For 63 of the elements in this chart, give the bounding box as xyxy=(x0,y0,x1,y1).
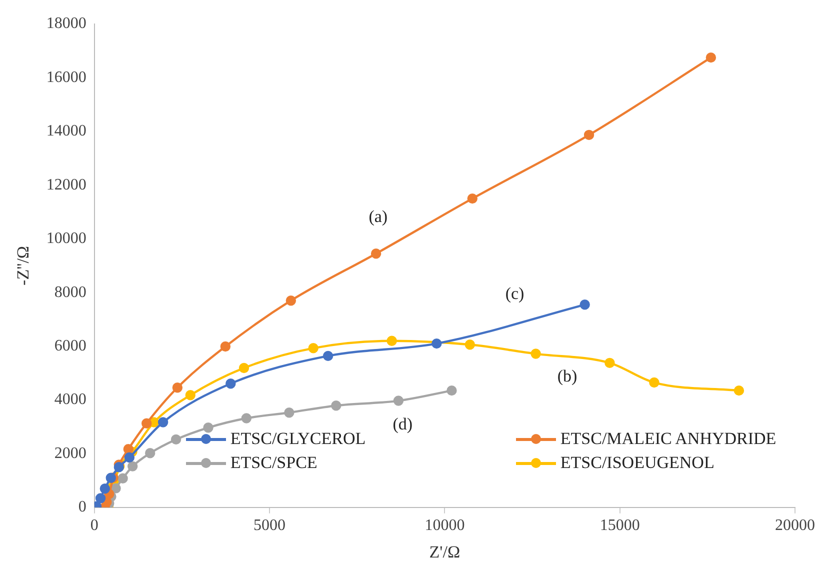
point xyxy=(464,340,476,350)
point xyxy=(331,400,342,411)
y-tick-label: 6000 xyxy=(54,337,86,354)
point xyxy=(370,248,382,259)
point xyxy=(446,385,457,396)
point xyxy=(100,484,110,494)
point xyxy=(284,408,294,418)
point xyxy=(220,341,231,352)
y-tick-label: 0 xyxy=(78,498,86,516)
point xyxy=(110,483,121,494)
legend-label: ETSC/GLYCEROL xyxy=(230,429,366,450)
point xyxy=(286,296,296,306)
x-tick-label: 5000 xyxy=(254,517,286,534)
y-tick-label: 14000 xyxy=(46,122,86,140)
point xyxy=(432,338,442,349)
point xyxy=(127,461,138,472)
point xyxy=(530,348,541,359)
point xyxy=(118,473,128,484)
y-tick-label: 12000 xyxy=(46,176,86,194)
point xyxy=(467,193,478,204)
x-tick-label: 10000 xyxy=(424,517,465,534)
annotation: (d) xyxy=(392,414,413,434)
point xyxy=(238,362,250,374)
point xyxy=(393,396,404,406)
point xyxy=(386,336,397,346)
legend-label: ETSC/SPCE xyxy=(230,453,318,474)
point xyxy=(322,350,334,362)
point xyxy=(226,378,236,389)
y-tick-label: 18000 xyxy=(46,15,86,32)
x-tick-label: 15000 xyxy=(600,517,640,534)
y-tick-label: 16000 xyxy=(46,68,86,86)
y-tick-label: 8000 xyxy=(54,284,86,301)
y-tick-label: 4000 xyxy=(54,391,86,408)
y-tick-label: 10000 xyxy=(46,230,86,248)
annotation: (a) xyxy=(368,206,388,226)
point xyxy=(145,448,156,458)
point xyxy=(584,130,594,140)
point xyxy=(170,434,182,445)
point xyxy=(203,422,214,433)
x-tick-label: 0 xyxy=(90,517,98,534)
point xyxy=(95,493,106,504)
point xyxy=(706,52,716,63)
annotation: (c) xyxy=(505,284,524,304)
y-axis-title: -Z''/Ω xyxy=(14,246,33,286)
y-tick-label: 2000 xyxy=(54,444,86,462)
point xyxy=(141,418,152,428)
legend-label: ETSC/MALEIC ANHYDRIDE xyxy=(560,429,776,450)
point xyxy=(172,382,183,393)
point xyxy=(734,385,744,396)
point xyxy=(580,300,590,310)
point xyxy=(604,358,615,368)
point xyxy=(185,390,196,400)
point xyxy=(308,343,318,354)
legend-label: ETSC/ISOEUGENOL xyxy=(560,453,714,474)
point xyxy=(124,452,135,463)
point xyxy=(649,377,660,388)
point xyxy=(158,417,168,428)
x-axis-title: Z'/Ω xyxy=(429,542,460,562)
x-tick-label: 20000 xyxy=(775,517,815,534)
point xyxy=(106,472,116,483)
annotation: (b) xyxy=(557,366,578,386)
point xyxy=(241,413,252,424)
point xyxy=(123,444,134,454)
